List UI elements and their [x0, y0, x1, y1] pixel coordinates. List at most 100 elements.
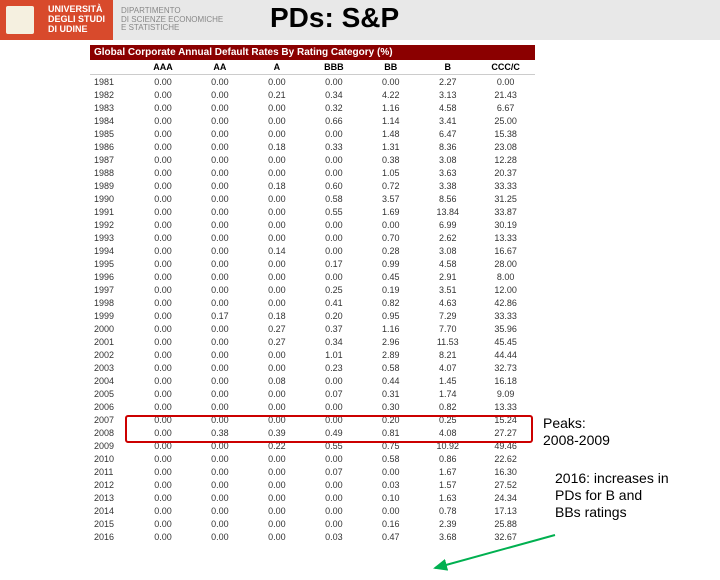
value-cell: 2.62 — [419, 231, 476, 244]
table-row: 19900.000.000.000.583.578.5631.25 — [90, 192, 535, 205]
value-cell: 0.00 — [135, 413, 192, 426]
value-cell: 1.74 — [419, 387, 476, 400]
department-name: DIPARTIMENTO DI SCIENZE ECONOMICHE E STA… — [121, 7, 223, 33]
value-cell: 0.00 — [191, 491, 248, 504]
value-cell: 1.14 — [362, 114, 419, 127]
value-cell: 0.07 — [305, 387, 362, 400]
value-cell: 0.72 — [362, 179, 419, 192]
value-cell: 1.16 — [362, 101, 419, 114]
annotation-2016: 2016: increases in PDs for B and BBs rat… — [555, 470, 669, 520]
value-cell: 0.00 — [135, 231, 192, 244]
value-cell: 0.00 — [305, 374, 362, 387]
value-cell: 0.00 — [305, 452, 362, 465]
table-row: 19990.000.170.180.200.957.2933.33 — [90, 309, 535, 322]
value-cell: 0.00 — [135, 400, 192, 413]
value-cell: 20.37 — [476, 166, 535, 179]
value-cell: 0.28 — [362, 244, 419, 257]
value-cell: 0.00 — [135, 491, 192, 504]
annotation-peaks-l2: 2008-2009 — [543, 432, 610, 449]
table-row: 20020.000.000.001.012.898.2144.44 — [90, 348, 535, 361]
table-row: 19920.000.000.000.000.006.9930.19 — [90, 218, 535, 231]
value-cell: 27.27 — [476, 426, 535, 439]
value-cell: 22.62 — [476, 452, 535, 465]
value-cell: 0.00 — [191, 413, 248, 426]
value-cell: 0.00 — [248, 166, 305, 179]
value-cell: 12.28 — [476, 153, 535, 166]
value-cell: 0.21 — [248, 88, 305, 101]
table-row: 20150.000.000.000.000.162.3925.88 — [90, 517, 535, 530]
value-cell: 30.19 — [476, 218, 535, 231]
value-cell: 0.00 — [135, 374, 192, 387]
value-cell: 0.00 — [135, 348, 192, 361]
value-cell: 15.38 — [476, 127, 535, 140]
value-cell: 0.27 — [248, 322, 305, 335]
value-cell: 0.00 — [191, 88, 248, 101]
value-cell: 0.00 — [362, 75, 419, 89]
value-cell: 0.00 — [248, 283, 305, 296]
value-cell: 0.22 — [248, 439, 305, 452]
value-cell: 0.00 — [476, 75, 535, 89]
value-cell: 0.58 — [362, 361, 419, 374]
value-cell: 0.00 — [248, 504, 305, 517]
value-cell: 0.00 — [191, 439, 248, 452]
value-cell: 9.09 — [476, 387, 535, 400]
year-cell: 2010 — [90, 452, 135, 465]
table-row: 19840.000.000.000.661.143.4125.00 — [90, 114, 535, 127]
year-cell: 1998 — [90, 296, 135, 309]
value-cell: 25.88 — [476, 517, 535, 530]
value-cell: 0.17 — [191, 309, 248, 322]
year-cell: 1986 — [90, 140, 135, 153]
value-cell: 0.00 — [248, 465, 305, 478]
value-cell: 44.44 — [476, 348, 535, 361]
table-row: 20140.000.000.000.000.000.7817.13 — [90, 504, 535, 517]
value-cell: 0.00 — [305, 400, 362, 413]
year-cell: 2016 — [90, 530, 135, 543]
year-cell: 1991 — [90, 205, 135, 218]
value-cell: 0.25 — [419, 413, 476, 426]
value-cell: 0.00 — [191, 140, 248, 153]
value-cell: 3.68 — [419, 530, 476, 543]
dept-line3: E STATISTICHE — [121, 24, 223, 33]
value-cell: 1.01 — [305, 348, 362, 361]
value-cell: 4.22 — [362, 88, 419, 101]
year-cell: 1982 — [90, 88, 135, 101]
value-cell: 32.73 — [476, 361, 535, 374]
value-cell: 0.00 — [191, 231, 248, 244]
table-row: 20160.000.000.000.030.473.6832.67 — [90, 530, 535, 543]
year-cell: 2008 — [90, 426, 135, 439]
value-cell: 0.03 — [362, 478, 419, 491]
value-cell: 8.56 — [419, 192, 476, 205]
value-cell: 0.37 — [305, 322, 362, 335]
value-cell: 16.30 — [476, 465, 535, 478]
value-cell: 3.08 — [419, 153, 476, 166]
value-cell: 0.17 — [305, 257, 362, 270]
value-cell: 25.00 — [476, 114, 535, 127]
value-cell: 0.00 — [135, 361, 192, 374]
value-cell: 6.47 — [419, 127, 476, 140]
value-cell: 0.00 — [135, 127, 192, 140]
value-cell: 8.00 — [476, 270, 535, 283]
value-cell: 3.57 — [362, 192, 419, 205]
value-cell: 0.00 — [191, 504, 248, 517]
table-col-header — [90, 60, 135, 75]
value-cell: 0.00 — [305, 478, 362, 491]
value-cell: 0.00 — [135, 322, 192, 335]
table-row: 19890.000.000.180.600.723.3833.33 — [90, 179, 535, 192]
table-row: 19880.000.000.000.001.053.6320.37 — [90, 166, 535, 179]
value-cell: 0.38 — [362, 153, 419, 166]
value-cell: 0.00 — [191, 75, 248, 89]
year-cell: 2001 — [90, 335, 135, 348]
value-cell: 0.00 — [135, 257, 192, 270]
value-cell: 33.33 — [476, 309, 535, 322]
value-cell: 0.00 — [135, 387, 192, 400]
value-cell: 0.00 — [305, 244, 362, 257]
value-cell: 0.00 — [135, 465, 192, 478]
value-cell: 0.60 — [305, 179, 362, 192]
value-cell: 0.10 — [362, 491, 419, 504]
annotation-2016-l1: 2016: increases in — [555, 470, 669, 487]
value-cell: 0.00 — [305, 517, 362, 530]
value-cell: 0.00 — [191, 465, 248, 478]
value-cell: 0.20 — [362, 413, 419, 426]
table-col-header: BBB — [305, 60, 362, 75]
table-col-header: AAA — [135, 60, 192, 75]
